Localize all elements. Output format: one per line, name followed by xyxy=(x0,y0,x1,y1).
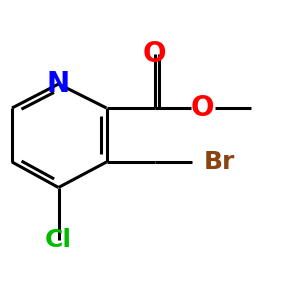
Text: N: N xyxy=(47,70,70,98)
Text: O: O xyxy=(191,94,214,122)
Text: Br: Br xyxy=(204,150,236,174)
Text: Cl: Cl xyxy=(45,228,72,252)
Text: O: O xyxy=(143,40,166,68)
